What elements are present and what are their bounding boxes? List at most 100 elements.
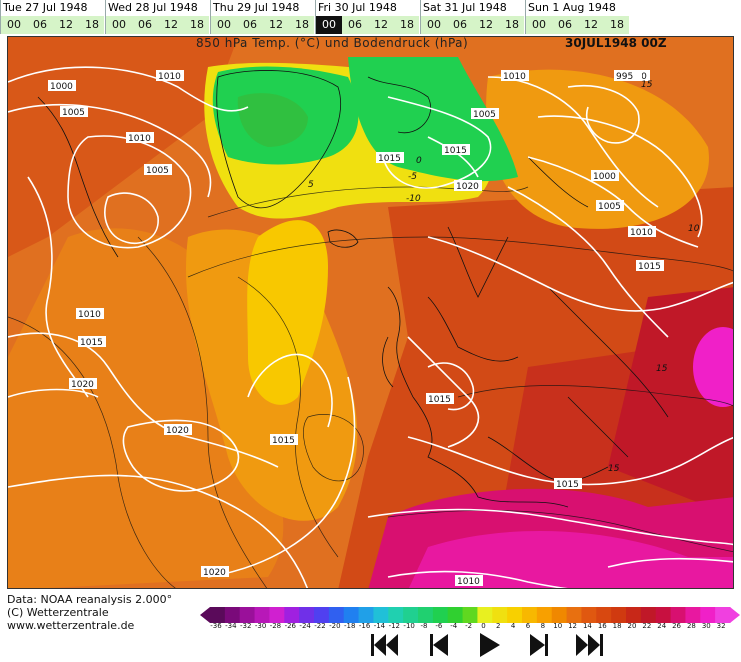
isobar-label-group: 1000 1005 1010 1010 1005 1010 1005 1010 995 1000 1… <box>48 70 664 587</box>
map-svg: 1000100510101010100510101005101099510001… <box>8 37 733 588</box>
data-source-text: Data: NOAA reanalysis 2.000° <box>7 593 173 606</box>
scale-swatch <box>551 607 568 623</box>
scale-swatch <box>388 607 404 623</box>
temperature-label: -10 <box>406 194 421 204</box>
hour-button[interactable]: 00 <box>112 18 126 31</box>
svg-text:1010: 1010 <box>457 577 480 587</box>
scale-tick-label: 20 <box>627 622 637 630</box>
scale-swatch <box>418 607 434 623</box>
temperature-label: 15 <box>608 464 620 474</box>
isobar-label: 1015 <box>442 144 470 156</box>
hour-button[interactable]: 00 <box>427 18 441 31</box>
scale-swatch <box>403 607 419 623</box>
hour-button[interactable]: 12 <box>374 18 388 31</box>
hour-button[interactable]: 12 <box>164 18 178 31</box>
svg-text:1020: 1020 <box>71 380 94 390</box>
previous-frame-icon[interactable] <box>422 630 456 660</box>
isobar-label: 1005 <box>144 164 172 176</box>
svg-text:1020: 1020 <box>456 182 479 192</box>
isobar-label: 1005 <box>596 200 624 212</box>
hour-button[interactable]: 12 <box>269 18 283 31</box>
isobars <box>8 66 733 588</box>
website-link[interactable]: www.wetterzentrale.de <box>7 619 135 632</box>
svg-text:1015: 1015 <box>272 436 295 446</box>
scale-swatch <box>581 607 597 623</box>
hour-button[interactable]: 06 <box>558 18 572 31</box>
svg-text:1005: 1005 <box>473 110 496 120</box>
svg-text:1000: 1000 <box>593 172 616 182</box>
day-label[interactable]: Thu 29 Jul 1948 <box>210 0 314 16</box>
hour-button[interactable]: 18 <box>85 18 99 31</box>
svg-text:995: 995 <box>616 72 633 82</box>
last-frame-icon[interactable] <box>572 630 606 660</box>
day-label[interactable]: Sat 31 Jul 1948 <box>420 0 524 16</box>
scale-tick-label: -8 <box>420 622 428 630</box>
day-column: Sun 1 Aug 1948 00 06 12 18 <box>525 0 629 34</box>
day-label[interactable]: Sun 1 Aug 1948 <box>525 0 629 16</box>
hour-button[interactable]: 06 <box>453 18 467 31</box>
scale-swatch <box>655 607 672 623</box>
svg-text:1020: 1020 <box>166 426 189 436</box>
scale-tick-label: 4 <box>510 622 516 630</box>
scale-swatch <box>343 607 360 623</box>
scale-tick-label: 18 <box>612 622 622 630</box>
scale-tick-label: 24 <box>657 622 667 630</box>
temp-zone-northwest <box>8 37 238 257</box>
scale-swatch <box>432 607 449 623</box>
isobar-label: 995 <box>614 70 642 82</box>
svg-text:1005: 1005 <box>62 108 85 118</box>
isobar-label: 1015 <box>636 260 664 272</box>
isobar-label: 1000 <box>591 170 619 182</box>
hour-button[interactable]: 18 <box>505 18 519 31</box>
play-icon[interactable] <box>472 630 506 660</box>
isobar-label: 1005 <box>471 108 499 120</box>
scale-swatch <box>358 607 374 623</box>
hour-button[interactable]: 00 <box>532 18 546 31</box>
hour-button[interactable]: 18 <box>400 18 414 31</box>
isobar-label: 1010 <box>76 308 104 320</box>
scale-tick-label: -22 <box>314 622 326 630</box>
scale-swatch <box>373 607 389 623</box>
hour-button[interactable]: 06 <box>138 18 152 31</box>
temperature-label: 10 <box>688 224 700 234</box>
scale-tick-label: 30 <box>701 622 711 630</box>
scale-swatch <box>328 607 345 623</box>
hour-button[interactable]: 18 <box>610 18 624 31</box>
first-frame-icon[interactable] <box>368 630 402 660</box>
scale-tick-label: -14 <box>373 622 386 630</box>
hour-button[interactable]: 00 <box>316 16 342 34</box>
scale-swatch <box>314 607 330 623</box>
hour-button[interactable]: 18 <box>190 18 204 31</box>
svg-text:1010: 1010 <box>128 134 151 144</box>
scale-swatch <box>224 607 241 623</box>
scale-tick-label: 26 <box>672 622 682 630</box>
day-label[interactable]: Fri 30 Jul 1948 <box>315 0 419 16</box>
hour-button[interactable]: 06 <box>33 18 47 31</box>
map-title: 850 hPa Temp. (°C) und Bodendruck (hPa) <box>196 36 469 50</box>
scale-tick-label: -30 <box>254 622 267 630</box>
next-frame-icon[interactable] <box>522 630 556 660</box>
isobar-label: 1015 <box>376 152 404 164</box>
scale-tick-label: 6 <box>525 622 531 630</box>
day-label[interactable]: Tue 27 Jul 1948 <box>0 0 104 16</box>
hour-button[interactable]: 00 <box>7 18 21 31</box>
hour-button[interactable]: 12 <box>59 18 73 31</box>
temperature-label: -5 <box>408 172 417 182</box>
weather-map: 1000100510101010100510101005101099510001… <box>7 36 734 589</box>
scale-swatch <box>492 607 508 623</box>
hour-button[interactable]: 00 <box>217 18 231 31</box>
day-column: Sat 31 Jul 1948 00 06 12 18 <box>420 0 524 34</box>
svg-text:1010: 1010 <box>630 228 653 238</box>
scale-swatch <box>284 607 300 623</box>
hour-button[interactable]: 06 <box>348 18 362 31</box>
scale-tick-label: -10 <box>403 622 415 630</box>
hour-row: 00 06 12 18 <box>315 16 419 34</box>
hour-button[interactable]: 12 <box>584 18 598 31</box>
svg-text:1015: 1015 <box>428 395 451 405</box>
day-label[interactable]: Wed 28 Jul 1948 <box>105 0 209 16</box>
hour-button[interactable]: 18 <box>295 18 309 31</box>
svg-text:1015: 1015 <box>80 338 103 348</box>
hour-button[interactable]: 12 <box>479 18 493 31</box>
scale-tick-label: -20 <box>329 622 341 630</box>
hour-button[interactable]: 06 <box>243 18 257 31</box>
